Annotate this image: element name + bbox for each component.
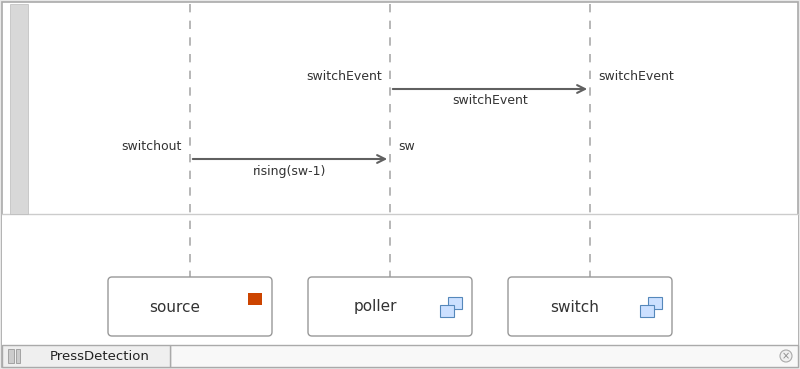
Bar [448,297,462,309]
Bar [440,305,454,317]
Bar [248,293,262,305]
Text: ×: × [782,351,790,361]
FancyBboxPatch shape [308,277,472,336]
Text: poller: poller [354,300,397,314]
Bar [10,4,28,214]
Text: PressDetection: PressDetection [50,349,150,362]
Text: switchEvent: switchEvent [306,70,382,83]
Text: switchout: switchout [122,141,182,154]
Text: switchEvent: switchEvent [598,70,674,83]
Bar [16,349,20,363]
Text: switch: switch [550,300,599,314]
Bar [2,214,798,345]
Circle shape [780,350,792,362]
Bar [648,297,662,309]
Bar [2,345,170,367]
Bar [640,305,654,317]
FancyBboxPatch shape [508,277,672,336]
FancyBboxPatch shape [108,277,272,336]
Text: rising(sw-1): rising(sw-1) [254,165,326,177]
Bar [8,349,14,363]
Text: source: source [150,300,201,314]
Text: sw: sw [398,141,414,154]
Text: switchEvent: switchEvent [452,94,528,107]
Bar [170,345,798,367]
